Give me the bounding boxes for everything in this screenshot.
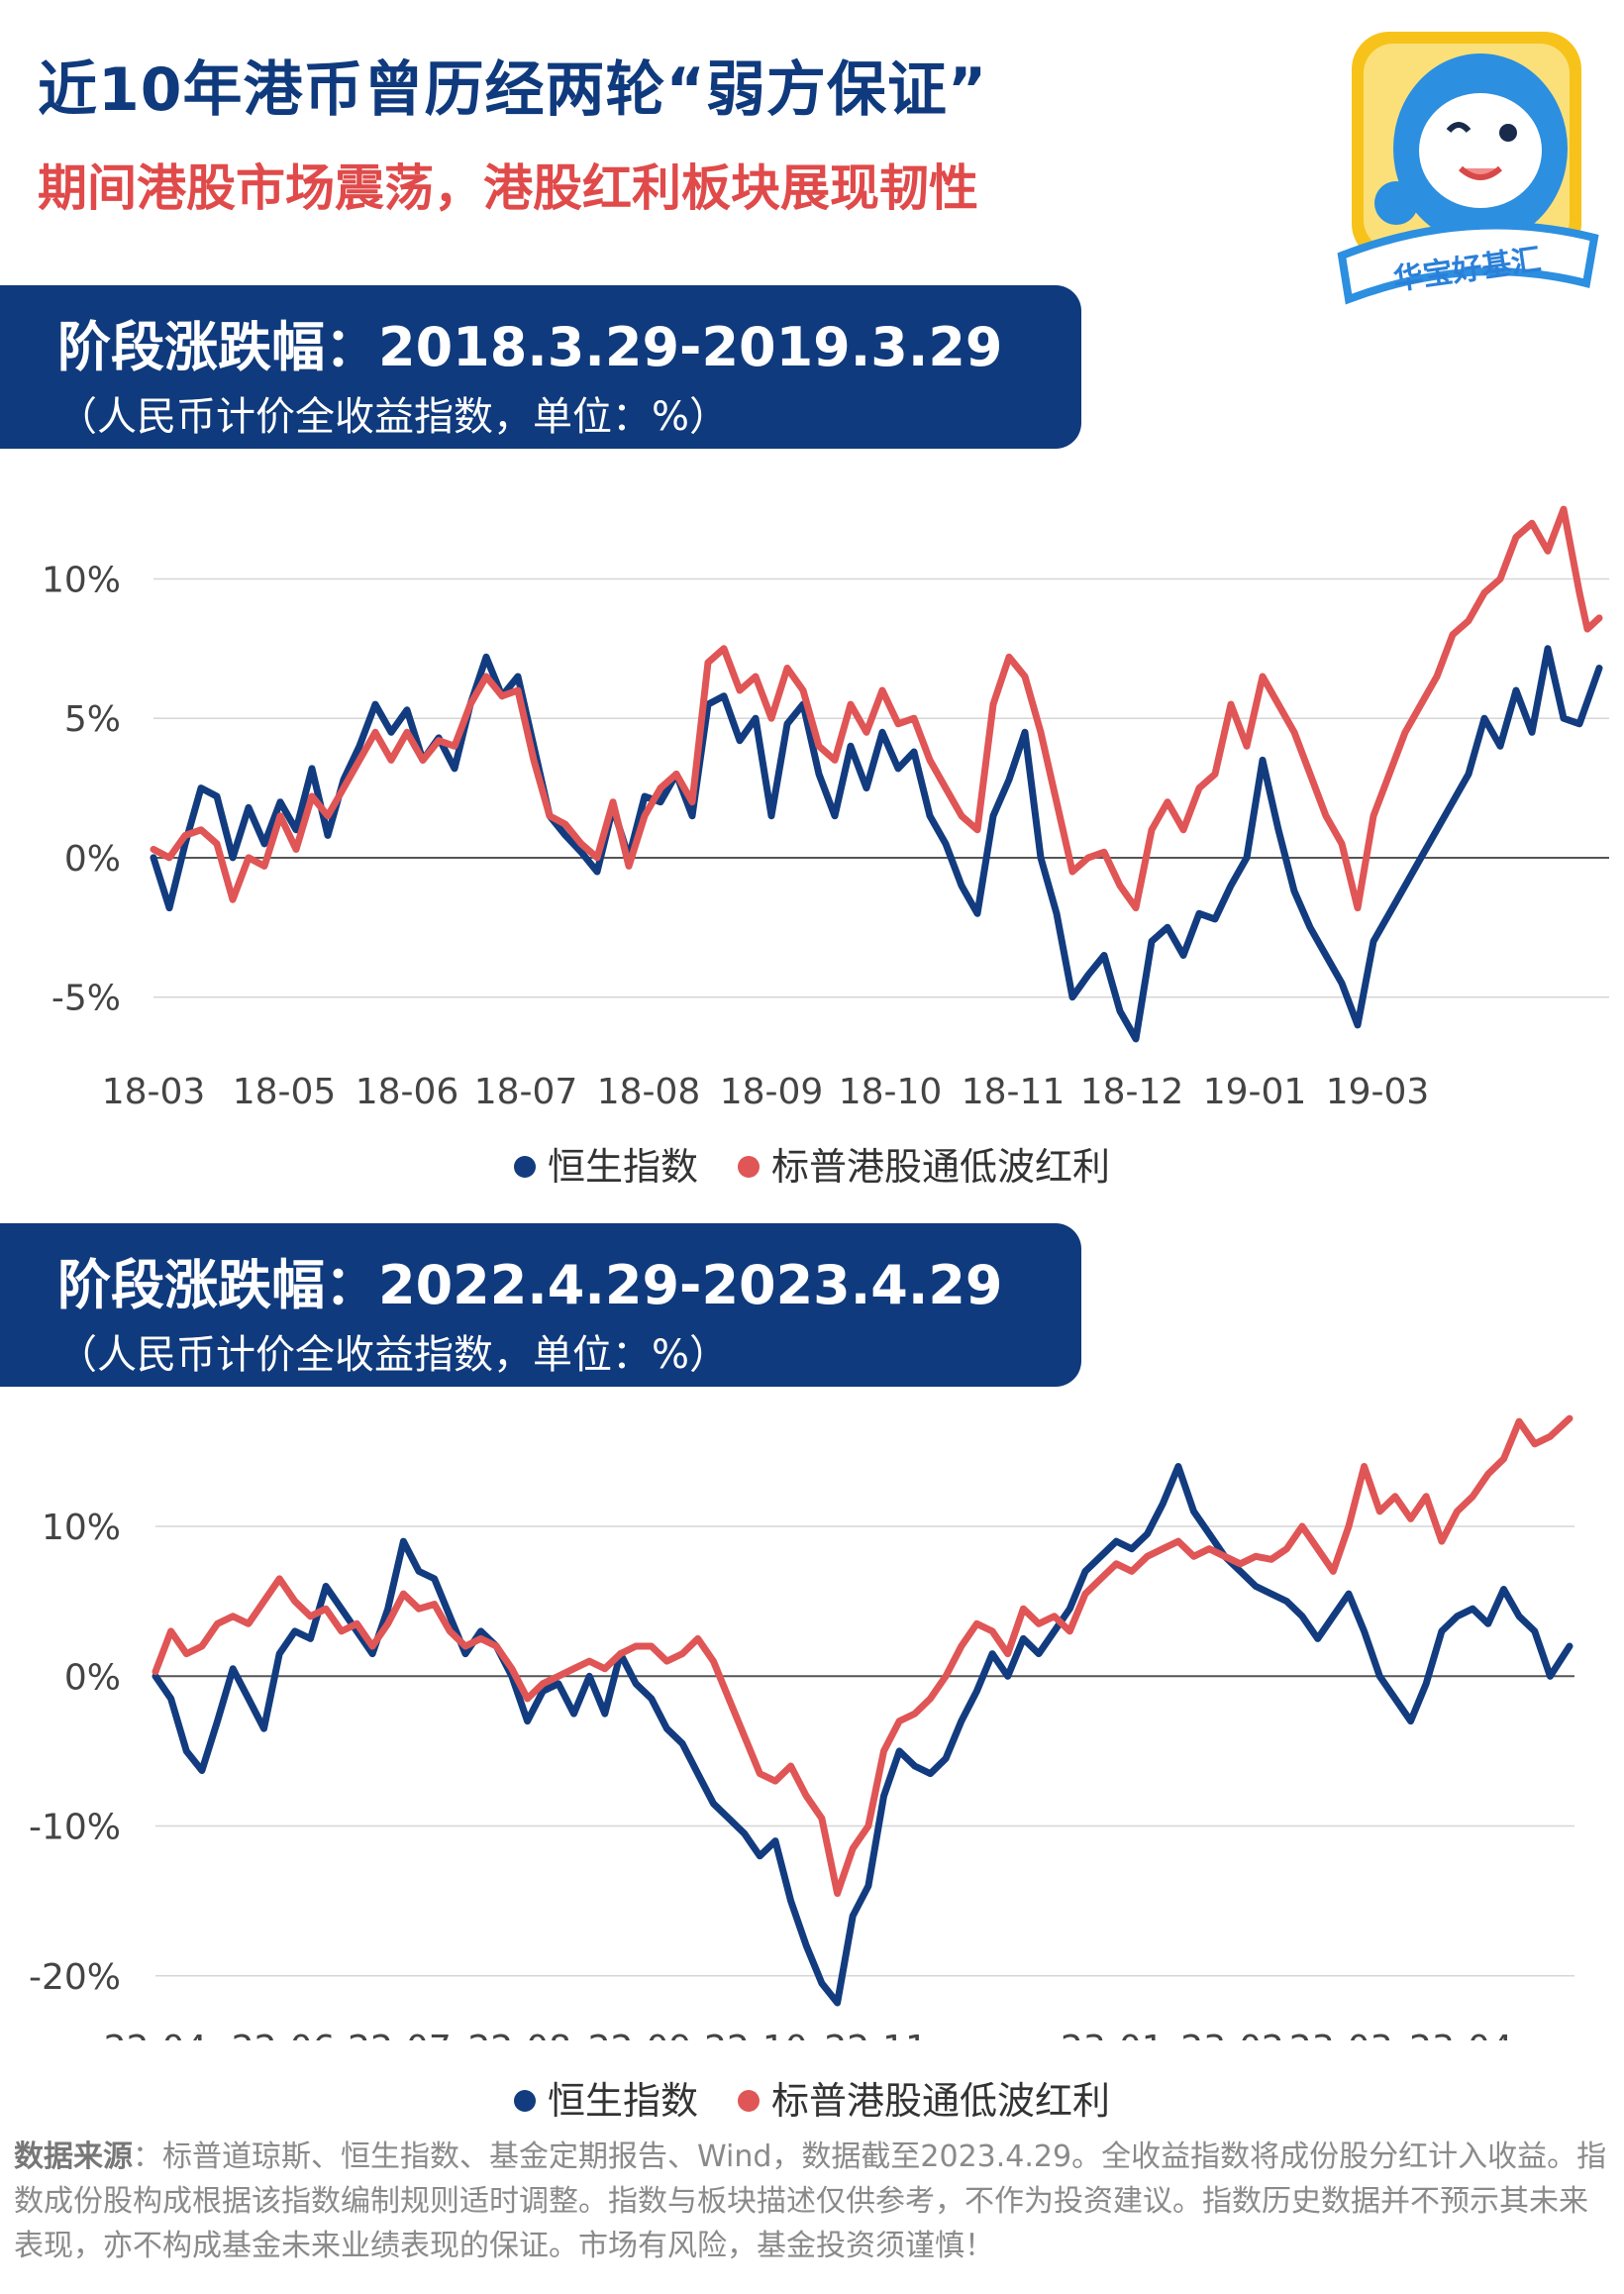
y-tick-label: -5% (51, 979, 121, 1019)
footnote-label: 数据来源 (14, 2139, 133, 2174)
legend-label-hsi: 恒生指数 (547, 1145, 698, 1189)
legend-item-spx: 标普港股通低波红利 (738, 2070, 1110, 2125)
y-tick-label: 0% (64, 1657, 121, 1698)
x-tick-label: 23-02 (1180, 2029, 1284, 2040)
x-tick-label: 19-03 (1326, 1072, 1430, 1109)
mascot-logo: 华宝好基汇 (1337, 32, 1599, 305)
mascot-ribbon (1337, 221, 1599, 305)
x-tick-label: 18-03 (102, 1072, 206, 1109)
y-tick-label: -10% (29, 1808, 121, 1848)
x-tick-label: 18-12 (1080, 1072, 1184, 1109)
series-line-spx (152, 1414, 1573, 1898)
panel-2-title: 阶段涨跌幅：2022.4.29-2023.4.29 (57, 1254, 1003, 1316)
y-tick-label: 10% (42, 1508, 121, 1548)
x-tick-label: 18-09 (720, 1072, 824, 1109)
x-tick-label: 18-05 (233, 1072, 337, 1109)
mascot-eye-right-icon (1499, 124, 1517, 142)
mascot-eye-left-icon (1446, 122, 1472, 134)
x-tick-label: 18-07 (474, 1072, 578, 1109)
y-tick-label: 10% (42, 560, 121, 600)
page-subtitle: 期间港股市场震荡，港股红利板块展现韧性 (38, 159, 978, 217)
legend-label-spx: 标普港股通低波红利 (771, 1145, 1111, 1189)
x-tick-label: 23-01 (1061, 2029, 1165, 2040)
legend-dot-spx-icon (738, 2089, 761, 2112)
series-line-spx (150, 505, 1603, 912)
panel-1-title: 阶段涨跌幅：2018.3.29-2019.3.29 (57, 316, 1003, 378)
x-tick-label: 22-07 (348, 2029, 452, 2040)
x-tick-label: 23-04 (1409, 2029, 1513, 2040)
x-tick-label: 22-08 (467, 2029, 571, 2040)
x-tick-label: 22-10 (704, 2029, 808, 2040)
mascot-face-icon (1419, 93, 1542, 208)
x-tick-label: 22-09 (588, 2029, 692, 2040)
y-tick-label: -20% (29, 1957, 121, 1998)
y-tick-label: 5% (64, 699, 121, 740)
x-tick-label: 22-11 (824, 2029, 928, 2040)
x-tick-label: 22-04 (104, 2029, 208, 2040)
x-tick-label: 19-01 (1203, 1072, 1307, 1109)
footnote-text: ：标普道琼斯、恒生指数、基金定期报告、Wind，数据截至2023.4.29。全收… (14, 2139, 1607, 2263)
x-tick-label: 18-10 (839, 1072, 943, 1109)
legend-1: 恒生指数 标普港股通低波红利 (0, 1136, 1624, 1191)
legend-2: 恒生指数 标普港股通低波红利 (0, 2070, 1624, 2125)
x-tick-label: 18-11 (962, 1072, 1066, 1109)
chart-hk-2018: -5% 0% 5% 10% 18-03 18-05 18-06 18-07 18-08 18-09… (42, 505, 1609, 1109)
x-tick-label: 18-06 (355, 1072, 459, 1109)
legend-dot-hsi-icon (513, 2089, 536, 2112)
legend-item-hsi: 恒生指数 (513, 2070, 698, 2125)
mascot-thumb-icon (1374, 181, 1418, 225)
y-tick-label: 0% (64, 839, 121, 880)
x-tick-label: 18-08 (597, 1072, 701, 1109)
legend-item-spx: 标普港股通低波红利 (738, 1136, 1110, 1191)
panel-1-note: （人民币计价全收益指数，单位：%） (57, 394, 730, 440)
mascot-mouth-icon (1458, 165, 1503, 180)
legend-label-spx: 标普港股通低波红利 (771, 2079, 1111, 2123)
footnote: 数据来源：标普道琼斯、恒生指数、基金定期报告、Wind，数据截至2023.4.2… (14, 2135, 1613, 2268)
panel-2-header: 阶段涨跌幅：2022.4.29-2023.4.29 （人民币计价全收益指数，单位… (0, 1223, 1081, 1387)
legend-item-hsi: 恒生指数 (513, 1136, 698, 1191)
legend-dot-spx-icon (738, 1155, 761, 1178)
panel-1-header: 阶段涨跌幅：2018.3.29-2019.3.29 （人民币计价全收益指数，单位… (0, 285, 1081, 449)
series-line-hsi (150, 645, 1603, 1043)
legend-dot-hsi-icon (513, 1155, 536, 1178)
chart-hk-2022: -20% -10% 0% 10% 22-04 22-06 22-07 22-08 22-09 22… (29, 1414, 1574, 2040)
x-tick-label: 23-03 (1289, 2029, 1393, 2040)
legend-label-hsi: 恒生指数 (547, 2079, 698, 2123)
page-title: 近10年港币曾历经两轮“弱方保证” (38, 55, 988, 125)
series-line-hsi (152, 1463, 1573, 2007)
panel-2-note: （人民币计价全收益指数，单位：%） (57, 1332, 730, 1378)
x-tick-label: 22-06 (232, 2029, 336, 2040)
